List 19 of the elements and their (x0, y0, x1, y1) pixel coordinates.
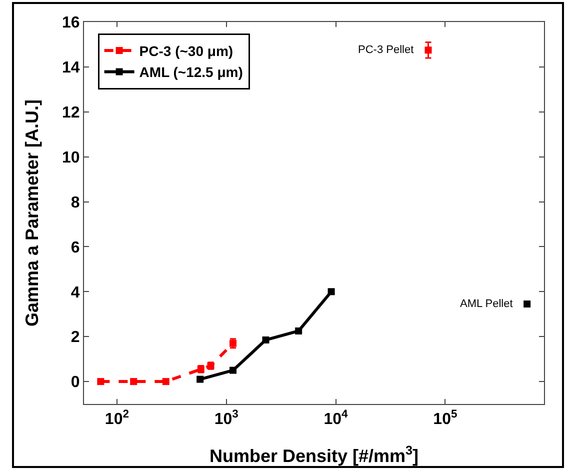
y-axis-title: Gamma a Parameter [A.U.] (22, 99, 42, 327)
x-tick-label: 10$^{5}$ (433, 408, 458, 428)
annotation: AML Pellet (460, 298, 513, 310)
annotation: PC-3 Pellet (358, 44, 414, 56)
legend-label: PC-3 (~30 μm) (139, 43, 234, 60)
y-tick-label: 16 (62, 14, 80, 32)
y-tick-label: 12 (62, 104, 80, 122)
y-tick-label: 8 (70, 194, 80, 212)
y-tick-label: 14 (62, 60, 80, 77)
y-tick-label: 10 (62, 149, 80, 166)
x-tick-label: 10$^{3}$ (214, 408, 238, 428)
y-tick-label: 0 (70, 374, 80, 392)
x-tick-label: 10$^{2}$ (104, 408, 129, 428)
y-tick-label: 6 (70, 239, 80, 256)
y-tick-label: 4 (70, 284, 80, 302)
x-tick-label: 10$^{4}$ (324, 408, 349, 428)
x-axis-title: Number Density [#/mm$^{3}$] (209, 443, 419, 466)
legend-label: AML (~12.5 μm) (139, 64, 243, 80)
y-tick-label: 2 (70, 329, 80, 346)
